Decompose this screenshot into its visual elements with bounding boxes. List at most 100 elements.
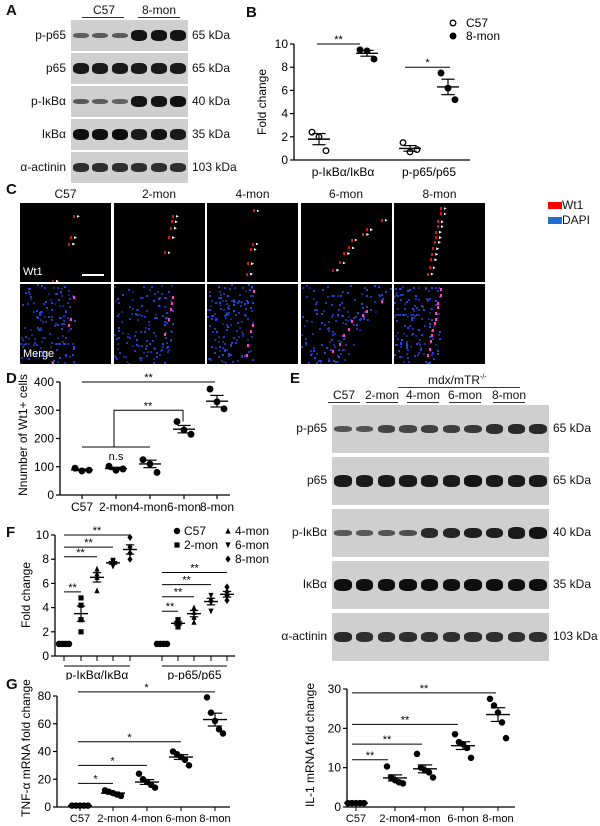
blot-strip (71, 53, 188, 84)
y-tick-label: 20 (328, 721, 342, 735)
dapi-nucleus (27, 343, 30, 346)
dapi-nucleus (73, 362, 76, 364)
wt1-cell (436, 225, 439, 229)
dapi-nucleus (227, 308, 230, 311)
dapi-nucleus (166, 321, 169, 324)
dapi-nucleus (316, 300, 319, 303)
dapi-nucleus (346, 291, 349, 294)
arrowhead-icon (440, 225, 444, 229)
dapi-nucleus (406, 326, 409, 329)
protein-band (464, 527, 482, 539)
dapi-nucleus (325, 346, 328, 349)
wt1-cell (252, 290, 255, 294)
dapi-nucleus (149, 288, 152, 291)
dapi-nucleus (427, 363, 430, 364)
dapi-nucleus (409, 325, 412, 328)
blot-strip (332, 613, 549, 661)
wt1-cell (436, 306, 439, 310)
dapi-nucleus (316, 352, 319, 355)
dapi-nucleus (129, 337, 132, 340)
dapi-nucleus (436, 350, 439, 353)
dapi-nucleus (431, 308, 434, 311)
dapi-nucleus (43, 351, 46, 354)
dapi-nucleus (358, 318, 361, 321)
dapi-nucleus (238, 336, 241, 339)
dapi-nucleus (420, 333, 423, 336)
dapi-nucleus (413, 309, 416, 312)
dapi-nucleus (165, 316, 168, 319)
chart-g-il1: 0 10 20 30 IL-1 mRNA fold change C57 2-mon4-mo… (303, 682, 515, 825)
significance-label: ** (190, 563, 199, 575)
dapi-nucleus (225, 313, 228, 316)
dapi-nucleus (423, 309, 426, 312)
dapi-nucleus (247, 284, 250, 287)
protein-band (507, 475, 526, 487)
dapi-nucleus (41, 340, 44, 343)
legend-label: C57 (184, 524, 206, 538)
dapi-nucleus (334, 319, 337, 322)
x-category-label: p-IκBα/IκBα (312, 165, 375, 179)
dapi-nucleus (406, 348, 409, 351)
dapi-nucleus (221, 346, 224, 349)
dapi-nucleus (250, 307, 253, 310)
dapi-nucleus (412, 307, 415, 310)
dapi-nucleus (302, 287, 305, 290)
dapi-nucleus (220, 296, 223, 299)
wt1-cell (163, 332, 166, 336)
dapi-nucleus (373, 301, 376, 304)
dapi-nucleus (422, 352, 425, 355)
legend-swatch-dapi (548, 217, 562, 224)
circle-marker (203, 694, 211, 701)
dapi-nucleus (439, 296, 442, 299)
wt1-cell (434, 240, 437, 244)
y-tick-label: 200 (34, 432, 54, 446)
protein-band (355, 425, 374, 433)
protein-band (486, 527, 504, 539)
dapi-nucleus (438, 334, 441, 337)
dapi-nucleus (436, 316, 439, 319)
x-category-label: 4-mon (409, 813, 440, 825)
arrowhead-icon (336, 268, 340, 272)
dapi-nucleus (39, 310, 42, 313)
dapi-nucleus (241, 301, 244, 304)
significance-label: ** (366, 750, 375, 762)
dapi-nucleus (352, 344, 355, 346)
dapi-nucleus (363, 316, 366, 319)
dapi-nucleus (222, 308, 225, 311)
significance-label: n.s (109, 451, 124, 463)
dapi-nucleus (50, 299, 53, 302)
dapi-nucleus (53, 303, 56, 306)
group-underline (449, 402, 481, 403)
dapi-nucleus (144, 331, 147, 334)
y-tick-label: 0 (42, 649, 49, 663)
dapi-nucleus (114, 356, 117, 359)
dapi-nucleus (380, 302, 383, 305)
dapi-nucleus (61, 288, 64, 291)
dapi-nucleus (165, 331, 167, 334)
significance-label: ** (401, 714, 410, 726)
dapi-nucleus (74, 319, 77, 322)
dapi-nucleus (381, 297, 384, 300)
wt1-cell (169, 308, 172, 311)
significance-label: ** (383, 734, 392, 746)
dapi-nucleus (35, 343, 38, 346)
circle-marker (449, 32, 457, 40)
dapi-nucleus (438, 330, 441, 333)
dapi-nucleus (115, 337, 118, 340)
dapi-nucleus (58, 299, 61, 302)
dapi-nucleus (314, 308, 317, 311)
molecular-weight-label: 103 kDa (553, 629, 598, 643)
dapi-nucleus (218, 303, 221, 306)
dapi-nucleus (219, 302, 221, 305)
blot-row-label: p-IκBα (31, 93, 66, 108)
dapi-nucleus (29, 328, 32, 331)
dapi-nucleus (29, 295, 32, 298)
dapi-nucleus (430, 319, 433, 322)
dapi-nucleus (61, 328, 64, 331)
dapi-nucleus (66, 316, 69, 319)
dapi-nucleus (336, 354, 339, 357)
dapi-nucleus (306, 284, 309, 287)
dapi-nucleus (118, 329, 121, 332)
wt1-cell (163, 251, 166, 255)
